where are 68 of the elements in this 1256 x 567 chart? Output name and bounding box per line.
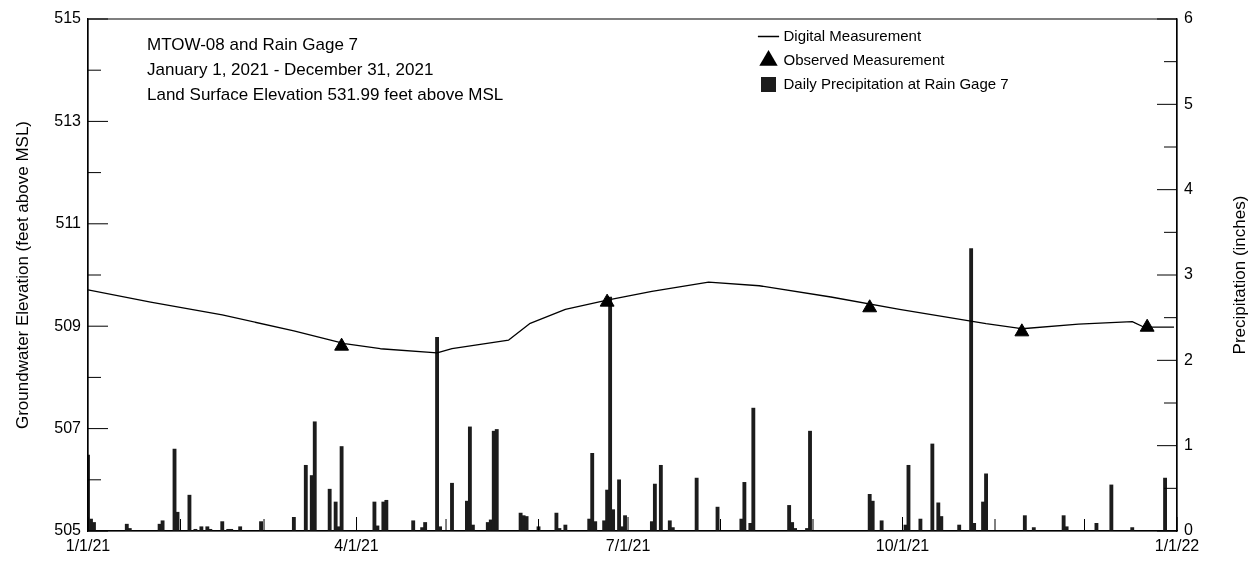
bar <box>339 446 344 531</box>
legend-label: Observed Measurement <box>783 50 946 68</box>
point <box>1014 323 1030 337</box>
bar <box>467 426 472 531</box>
bar <box>879 520 884 531</box>
annotation: Land Surface Elevation 531.99 feet above MSL <box>147 84 504 104</box>
y-tick-label: 515 <box>54 9 82 27</box>
y2-axis-title: Precipitation (inches) <box>1229 195 1249 355</box>
bar <box>312 421 317 531</box>
bar <box>623 515 627 531</box>
bar <box>333 501 338 531</box>
bar <box>411 520 416 531</box>
bar <box>423 522 428 531</box>
text: MTOW-08 and Rain Gage 7 <box>147 34 359 54</box>
bar <box>658 464 663 531</box>
y2-tick-label: 3 <box>1184 265 1193 283</box>
x-tick-label: 10/1/21 <box>875 537 930 555</box>
bar <box>220 521 225 531</box>
bar <box>694 477 699 531</box>
bar <box>291 517 296 531</box>
bar <box>435 336 440 531</box>
bar <box>969 248 974 531</box>
y-tick-label: 511 <box>55 214 82 232</box>
bar <box>259 521 263 531</box>
y-tick-label: 509 <box>54 316 82 334</box>
bar <box>327 488 332 531</box>
x-tick-label: 1/1/22 <box>1154 537 1200 555</box>
bar <box>808 430 812 531</box>
bar <box>617 479 621 531</box>
point <box>1139 318 1155 332</box>
x-tick-label: 4/1/21 <box>334 537 379 555</box>
bar <box>918 518 923 531</box>
x-tick-label: 7/1/21 <box>605 537 651 555</box>
bar <box>787 505 792 531</box>
y-tick-label: 513 <box>54 111 82 129</box>
bar <box>667 520 672 531</box>
y-tick-label: 505 <box>54 521 82 539</box>
point <box>862 299 878 313</box>
y-tick-label: 507 <box>54 419 82 437</box>
y2-tick-label: 4 <box>1184 180 1193 198</box>
y2-tick-label: 1 <box>1184 436 1193 454</box>
bar <box>303 464 308 531</box>
bar <box>984 473 988 531</box>
bar <box>930 443 935 531</box>
bar <box>652 483 657 531</box>
bar <box>1109 484 1114 531</box>
bar <box>742 482 747 531</box>
bar <box>1022 515 1027 531</box>
bar <box>608 296 613 531</box>
x-tick-label: 1/1/21 <box>65 537 111 555</box>
legend-label: Daily Precipitation at Rain Gage 7 <box>783 74 1009 92</box>
y2-tick-label: 2 <box>1184 350 1193 368</box>
y2-tick-label: 6 <box>1184 9 1193 27</box>
y-axis-title: Groundwater Elevation (feet above MSL) <box>12 120 32 430</box>
legend-label: Digital Measurement <box>783 26 922 44</box>
bar <box>751 407 756 531</box>
y2-tick-label: 5 <box>1184 94 1193 112</box>
bar <box>1061 515 1066 531</box>
text: January 1, 2021 - December 31, 2021 <box>147 59 434 79</box>
bar <box>92 522 96 531</box>
point <box>599 293 615 307</box>
bar <box>450 482 454 531</box>
bar <box>590 453 595 531</box>
y2-tick-label: 0 <box>1184 521 1193 539</box>
point <box>334 337 350 351</box>
bar <box>372 501 377 531</box>
bar <box>1163 477 1167 531</box>
bar <box>554 512 559 531</box>
